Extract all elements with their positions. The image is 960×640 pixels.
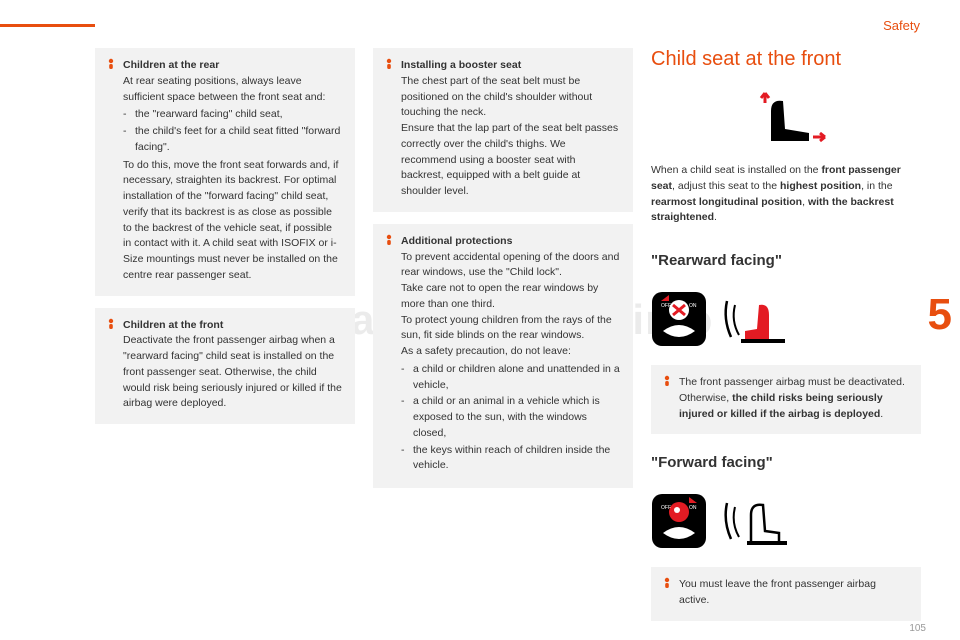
section-title: Child seat at the front <box>651 48 921 71</box>
header-accent-bar <box>0 24 95 27</box>
paragraph: Deactivate the front passenger airbag wh… <box>123 334 342 409</box>
illustration-rearward: OFF ON PASSENGER AIRBAG <box>651 291 921 347</box>
text-bold: highest position <box>780 180 861 192</box>
svg-text:OFF: OFF <box>661 505 671 511</box>
subheading-forward: "Forward facing" <box>651 454 921 471</box>
box-children-front: Children at the front Deactivate the fro… <box>95 308 355 425</box>
box-title: Children at the front <box>123 319 223 331</box>
airbag-off-icon: OFF ON PASSENGER AIRBAG <box>651 291 707 347</box>
box-children-rear: Children at the rear At rear seating pos… <box>95 48 355 296</box>
paragraph: Ensure that the lap part of the seat bel… <box>401 122 618 197</box>
box-title: Installing a booster seat <box>401 59 521 71</box>
alert-icon <box>661 375 673 387</box>
paragraph: At rear seating positions, always leave … <box>123 75 325 103</box>
svg-text:ON: ON <box>689 303 697 309</box>
alert-icon <box>105 58 117 70</box>
paragraph: To prevent accidental opening of the doo… <box>401 251 619 279</box>
svg-text:OFF: OFF <box>661 303 671 309</box>
airbag-on-icon: OFF ON PASSENGER AIRBAG <box>651 493 707 549</box>
bullet-list: a child or children alone and unattended… <box>401 362 621 474</box>
subheading-rearward: "Rearward facing" <box>651 252 921 269</box>
column-2: Installing a booster seat The chest part… <box>373 48 633 621</box>
seat-adjust-icon <box>741 91 831 146</box>
box-additional-protections: Additional protections To prevent accide… <box>373 224 633 488</box>
paragraph: As a safety precaution, do not leave: <box>401 345 571 357</box>
list-item: the "rearward facing" child seat, <box>123 107 343 123</box>
list-item: the keys within reach of children inside… <box>401 443 621 475</box>
text: When a child seat is installed on the <box>651 164 821 176</box>
paragraph: You must leave the front passenger airba… <box>679 578 876 606</box>
box-booster-seat: Installing a booster seat The chest part… <box>373 48 633 212</box>
paragraph: To do this, move the front seat forwards… <box>123 159 338 281</box>
svg-text:ON: ON <box>689 505 697 511</box>
page-content: Children at the rear At rear seating pos… <box>95 48 925 621</box>
intro-paragraph: When a child seat is installed on the fr… <box>651 163 921 226</box>
column-1: Children at the rear At rear seating pos… <box>95 48 355 621</box>
page-number: 105 <box>909 623 926 634</box>
text: , in the <box>861 180 893 192</box>
box-title: Children at the rear <box>123 59 219 71</box>
list-item: the child's feet for a child seat fitted… <box>123 124 343 156</box>
text: . <box>880 408 883 420</box>
list-item: a child or an animal in a vehicle which … <box>401 394 621 441</box>
box-title: Additional protections <box>401 235 512 247</box>
text-bold: rearmost longitudinal position <box>651 196 802 208</box>
forward-seat-icon <box>721 493 791 549</box>
list-item: a child or children alone and unattended… <box>401 362 621 394</box>
alert-icon <box>661 577 673 589</box>
chapter-number: 5 <box>928 290 952 340</box>
alert-icon <box>383 234 395 246</box>
paragraph: The chest part of the seat belt must be … <box>401 75 592 119</box>
bullet-list: the "rearward facing" child seat, the ch… <box>123 107 343 155</box>
illustration-seat-adjust <box>651 91 921 151</box>
page-category: Safety <box>883 18 920 33</box>
column-3: Child seat at the front When a child sea… <box>651 48 921 621</box>
alert-icon <box>105 318 117 330</box>
paragraph: Take care not to open the rear windows b… <box>401 282 598 310</box>
svg-text:PASSENGER AIRBAG: PASSENGER AIRBAG <box>658 539 701 544</box>
box-airbag-active: You must leave the front passenger airba… <box>651 567 921 621</box>
paragraph: To protect young children from the rays … <box>401 314 612 342</box>
text: . <box>714 211 717 223</box>
alert-icon <box>383 58 395 70</box>
text: , adjust this seat to the <box>672 180 780 192</box>
illustration-forward: OFF ON PASSENGER AIRBAG <box>651 493 921 549</box>
box-airbag-deactivate: The front passenger airbag must be deact… <box>651 365 921 434</box>
rearward-seat-icon <box>721 291 791 347</box>
svg-text:PASSENGER AIRBAG: PASSENGER AIRBAG <box>658 337 701 342</box>
